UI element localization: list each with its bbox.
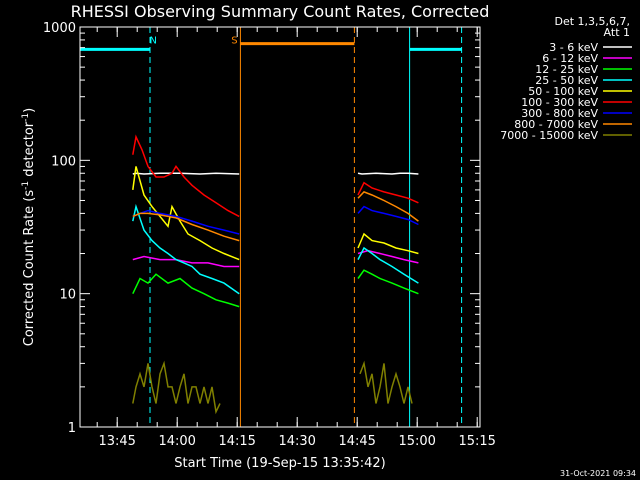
y-axis-label-sup: -1 [21,181,31,190]
x-tick-label: 15:00 [398,434,435,449]
series-line-7 [357,191,419,222]
series-line-0 [132,172,240,175]
y-tick-label: 1000 [43,21,76,36]
y-axis-label-part: ) [22,108,37,113]
x-axis: 13:45 14:00 14:15 14:30 14:45 15:00 15:15 [96,27,496,449]
series-line-0 [357,172,419,175]
series-lines [132,134,419,415]
series-line-2 [357,269,419,295]
series-line-3 [132,203,240,295]
y-tick-label: 100 [51,154,76,169]
series-line-1 [132,255,240,268]
series-line-5 [357,181,419,204]
series-line-6 [357,205,419,226]
legend-header: Det 1,3,5,6,7, [554,15,630,28]
x-tick-label: 14:45 [338,434,375,449]
legend-header: Att 1 [604,26,630,39]
legend-label: 3 - 6 keV [549,41,598,54]
series-line-1 [357,249,419,264]
y-axis-label: Corrected Count Rate (s-1 detector-1) [21,108,37,346]
legend-label: 6 - 12 keV [542,52,598,65]
x-axis-label: Start Time (19-Sep-15 13:35:42) [174,456,385,471]
series-line-7 [132,212,240,242]
series-line-2 [132,273,240,308]
series-line-3 [357,246,419,284]
legend-label: 50 - 100 keV [528,85,598,98]
chart-title: RHESSI Observing Summary Count Rates, Co… [71,2,490,21]
legend-label: 100 - 300 keV [521,96,598,109]
series-line-4 [132,166,240,261]
footer-date: 31-Oct-2021 09:34 [560,469,636,478]
plot-frame [79,26,481,428]
x-tick-label: 14:30 [278,434,315,449]
x-tick-label: 15:15 [458,434,495,449]
legend-label: 7000 - 15000 keV [500,129,598,142]
legend-label: 800 - 7000 keV [514,118,598,131]
series-line-5 [132,134,240,218]
flag-label: S [231,36,237,47]
x-tick-label: 13:45 [98,434,135,449]
legend-label: 300 - 800 keV [521,107,598,120]
series-line-4 [357,232,419,255]
y-tick-label: 1 [68,421,76,436]
x-tick-label: 14:00 [158,434,195,449]
y-tick-label: 10 [59,288,76,303]
y-axis: 1000 100 10 1 [43,21,480,436]
y-axis-label-part: detector [22,121,37,181]
x-tick-label: 14:15 [218,434,255,449]
y-axis-label-part: Corrected Count Rate (s [22,190,37,347]
series-line-8 [359,360,413,404]
series-line-8 [132,360,221,415]
legend-label: 12 - 25 keV [535,63,598,76]
flag-label: N [149,36,156,47]
y-axis-label-sup: -1 [21,113,31,122]
series-line-6 [132,209,240,235]
legend-label: 25 - 50 keV [535,74,598,87]
